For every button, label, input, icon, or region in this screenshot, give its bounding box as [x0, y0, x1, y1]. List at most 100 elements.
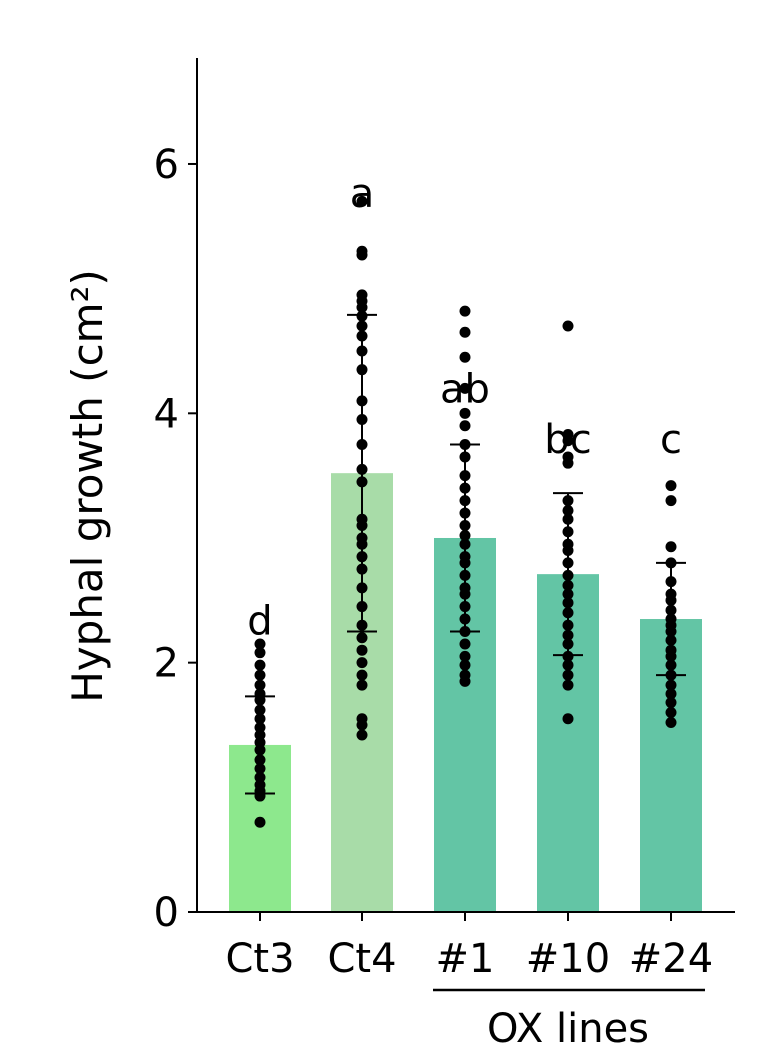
data-point-1 [459, 495, 471, 507]
data-point-ct3 [254, 763, 266, 775]
y-axis-label: Hyphal growth (cm²) [63, 269, 112, 703]
data-point-24 [665, 557, 677, 569]
data-point-ct3 [254, 659, 266, 671]
data-point-10 [562, 659, 574, 671]
data-point-ct3 [254, 694, 266, 706]
data-point-10 [562, 557, 574, 569]
data-point-ct3 [254, 638, 266, 650]
data-point-10 [562, 713, 574, 725]
data-point-ct4 [356, 729, 368, 741]
data-point-1 [459, 382, 471, 394]
data-point-1 [459, 569, 471, 581]
data-point-ct3 [254, 744, 266, 756]
axes-layer [188, 58, 735, 992]
data-point-10 [562, 320, 574, 332]
data-point-ct4 [356, 619, 368, 631]
data-point-1 [459, 638, 471, 650]
data-point-ct4 [356, 345, 368, 357]
data-point-24 [665, 541, 677, 553]
data-point-ct4 [356, 195, 368, 207]
data-point-ct4 [356, 414, 368, 426]
data-point-10 [562, 679, 574, 691]
data-point-24 [665, 495, 677, 507]
data-point-ct4 [356, 320, 368, 332]
data-point-ct3 [254, 669, 266, 681]
data-point-1 [459, 507, 471, 519]
data-point-1 [459, 650, 471, 662]
data-point-ct4 [356, 563, 368, 575]
data-point-10 [562, 607, 574, 619]
data-point-24 [665, 679, 677, 691]
data-point-10 [562, 669, 574, 681]
data-point-1 [459, 470, 471, 482]
data-point-ct4 [356, 520, 368, 532]
data-point-24 [665, 650, 677, 662]
data-point-10 [562, 597, 574, 609]
data-point-24 [665, 716, 677, 728]
data-point-ct4 [356, 463, 368, 475]
y-tick-label-0: 0 [154, 890, 179, 936]
data-point-10 [562, 619, 574, 631]
data-point-10 [562, 435, 574, 447]
data-point-ct4 [356, 538, 368, 550]
labels-layer: Ct3 d Ct4 a #1 ab #10 bc #24 c 0 2 4 6 [154, 142, 714, 982]
significance-letter-ct4: a [350, 171, 375, 217]
group-label-ox-lines: OX lines [487, 1006, 649, 1052]
data-point-1 [459, 407, 471, 419]
data-point-24 [665, 669, 677, 681]
data-point-1 [459, 326, 471, 338]
data-point-10 [562, 588, 574, 600]
data-point-24 [665, 625, 677, 637]
data-point-24 [665, 576, 677, 588]
data-point-ct4 [356, 330, 368, 342]
data-point-1 [459, 675, 471, 687]
data-point-10 [562, 569, 574, 581]
data-point-10 [562, 544, 574, 556]
data-point-24 [665, 594, 677, 606]
data-point-1 [459, 613, 471, 625]
data-point-10 [562, 505, 574, 517]
significance-letter-24: c [660, 417, 682, 463]
data-point-1 [459, 538, 471, 550]
data-point-ct4 [356, 582, 368, 594]
data-point-ct4 [356, 551, 368, 563]
y-tick-label-2: 2 [154, 641, 179, 687]
data-point-10 [562, 650, 574, 662]
significance-letter-ct3: d [247, 598, 272, 644]
data-point-1 [459, 601, 471, 613]
data-point-ct4 [356, 395, 368, 407]
data-point-1 [459, 529, 471, 541]
data-point-10 [562, 526, 574, 538]
data-point-24 [665, 634, 677, 646]
data-point-1 [459, 351, 471, 363]
y-tick-label-4: 4 [154, 391, 179, 437]
data-point-ct3 [254, 713, 266, 725]
data-point-ct4 [356, 679, 368, 691]
x-tick-label-ct4: Ct4 [327, 936, 396, 982]
x-tick-label-ct3: Ct3 [225, 936, 294, 982]
data-point-1 [459, 520, 471, 532]
x-tick-label-1: #1 [436, 936, 495, 982]
data-point-ct3 [254, 816, 266, 828]
data-point-24 [665, 707, 677, 719]
data-point-1 [459, 438, 471, 450]
data-point-ct4 [356, 601, 368, 613]
data-point-ct4 [356, 438, 368, 450]
data-point-ct3 [254, 679, 266, 691]
data-point-ct4 [356, 669, 368, 681]
data-point-24 [665, 480, 677, 492]
data-point-10 [562, 457, 574, 469]
x-tick-label-10: #10 [526, 936, 610, 982]
data-point-1 [459, 588, 471, 600]
data-point-10 [562, 495, 574, 507]
data-point-10 [562, 629, 574, 641]
data-point-ct4 [356, 657, 368, 669]
data-point-ct3 [254, 754, 266, 766]
data-point-ct4 [356, 364, 368, 376]
data-point-1 [459, 451, 471, 463]
data-point-1 [459, 625, 471, 637]
y-tick-label-6: 6 [154, 142, 179, 188]
data-point-ct4 [356, 310, 368, 322]
data-point-ct4 [356, 632, 368, 644]
